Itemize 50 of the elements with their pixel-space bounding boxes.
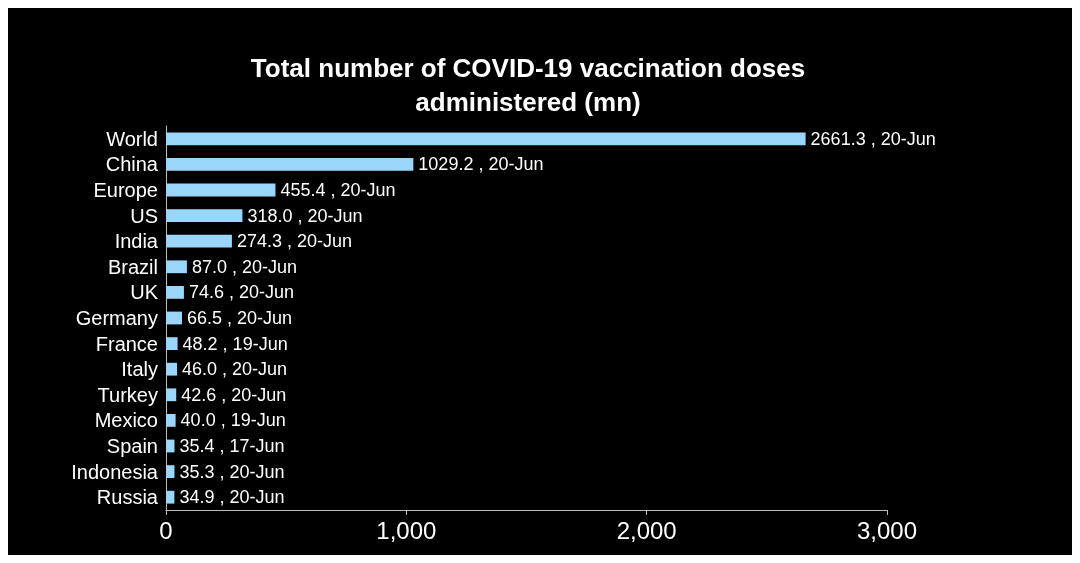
data-label: 274.3 , 20-Jun [236, 231, 353, 252]
y-tick-label: World [106, 127, 158, 150]
y-tick-label: India [114, 230, 159, 253]
y-tick-label: US [130, 204, 158, 227]
x-tick-label: 3,000 [856, 516, 918, 544]
bar [166, 388, 177, 402]
data-label: 35.3 , 20-Jun [179, 461, 285, 482]
data-label: 48.2 , 19-Jun [182, 333, 288, 354]
bar [166, 465, 175, 478]
bar [166, 209, 243, 222]
y-tick-label: Germany [75, 307, 158, 329]
data-label: 87.0 , 20-Jun [191, 256, 297, 277]
bar [166, 234, 232, 248]
data-label: 74.6 , 20-Jun [188, 282, 295, 303]
x-tick-label: 1,000 [376, 516, 437, 544]
bar [166, 132, 806, 146]
data-label: 40.0 , 19-Jun [180, 410, 286, 431]
y-tick-label: China [105, 153, 159, 176]
y-tick-label: Italy [121, 358, 158, 381]
bar [166, 490, 175, 504]
y-tick-label: Turkey [97, 383, 158, 406]
data-label: 318.0 , 20-Jun [247, 205, 363, 226]
bar [166, 362, 178, 376]
bar [166, 286, 184, 299]
data-label: 34.9 , 20-Jun [179, 487, 285, 508]
bar [166, 183, 276, 197]
data-label: 42.6 , 20-Jun [181, 384, 287, 405]
data-label: 455.4 , 20-Jun [280, 180, 396, 200]
chart-title: Total number of COVID-19 vaccination doses administered (mn) [250, 53, 806, 117]
bar [166, 337, 178, 350]
data-label: 2661.3 , 20-Jun [810, 128, 936, 149]
x-tick-label: 2,000 [616, 516, 677, 544]
bar [166, 414, 176, 427]
data-label: 46.0 , 20-Jun [182, 359, 288, 380]
y-tick-label: Russia [96, 486, 159, 509]
x-tick-label: 0 [159, 516, 173, 544]
bar [166, 158, 414, 171]
y-tick-label: Mexico [94, 409, 158, 432]
y-tick-label: France [95, 332, 158, 355]
data-label: 35.4 , 17-Jun [179, 436, 285, 456]
data-label: 66.5 , 20-Jun [186, 308, 293, 328]
y-tick-label: Indonesia [71, 460, 159, 483]
bar [166, 439, 175, 453]
y-tick-label: Brazil [107, 255, 158, 278]
data-label: 1029.2 , 20-Jun [418, 154, 544, 175]
bar [166, 260, 187, 274]
y-tick-label: UK [130, 281, 159, 304]
y-tick-label: Europe [93, 179, 158, 201]
bar [166, 311, 182, 325]
y-tick-label: Spain [106, 435, 158, 457]
